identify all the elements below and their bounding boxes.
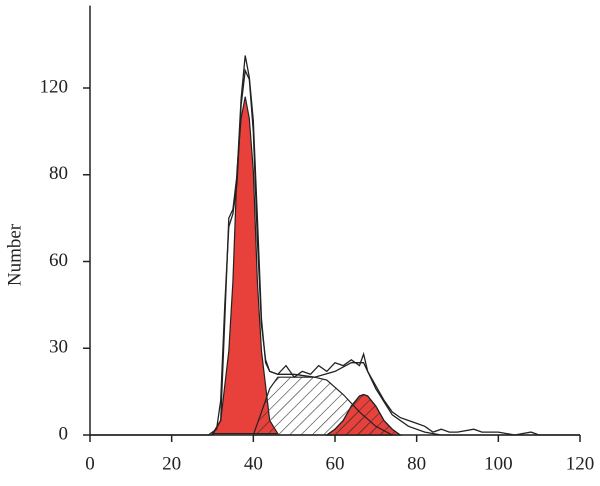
y-tick-label: 80: [49, 163, 68, 184]
x-tick-label: 120: [566, 453, 595, 474]
y-tick-label: 60: [49, 250, 68, 271]
histogram-line: [90, 68, 580, 436]
hatched-area: [252, 376, 393, 436]
y-tick-label: 0: [59, 423, 69, 444]
x-tick-label: 80: [407, 453, 426, 474]
x-tick-label: 0: [85, 453, 95, 474]
y-axis-label: Number: [4, 223, 25, 286]
x-tick-label: 100: [484, 453, 513, 474]
x-tick-label: 20: [162, 453, 181, 474]
histogram-line: [90, 55, 580, 436]
x-tick-label: 40: [244, 453, 263, 474]
y-tick-label: 120: [40, 76, 69, 97]
y-tick-label: 30: [49, 337, 68, 358]
x-tick-label: 60: [326, 453, 345, 474]
